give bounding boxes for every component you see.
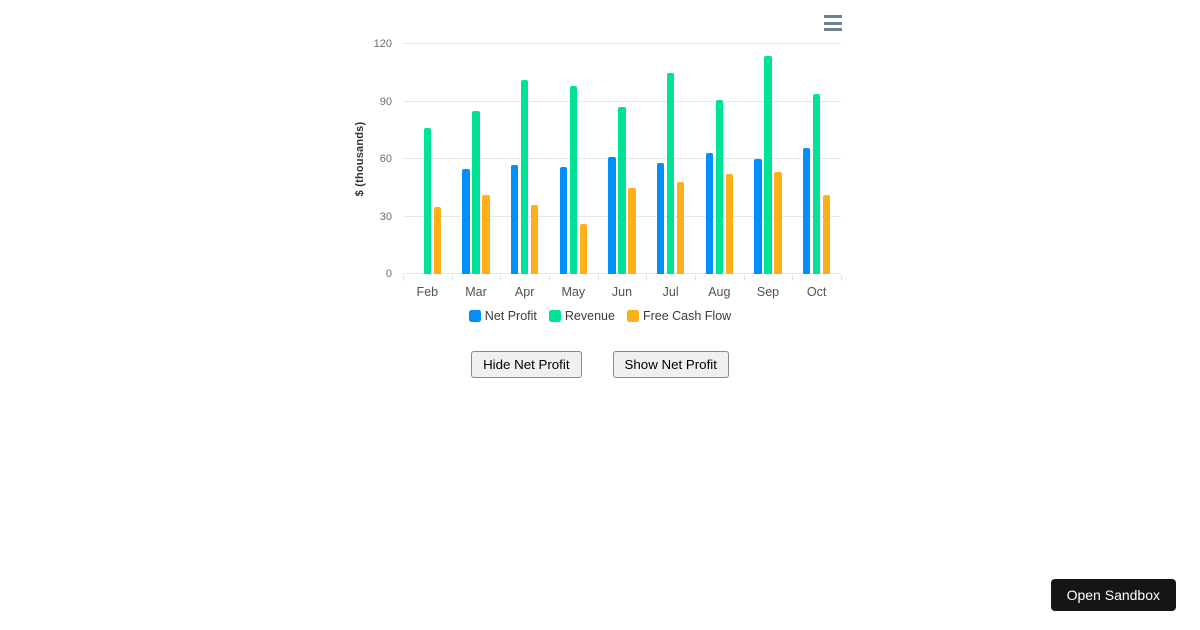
x-axis-tick	[403, 275, 404, 281]
bar-free-cash-flow-jul[interactable]	[676, 182, 685, 274]
bar-group-apr	[500, 44, 549, 274]
bar-net-profit-apr[interactable]	[510, 164, 519, 274]
x-axis-tick	[695, 275, 696, 281]
x-label-jul: Jul	[662, 285, 679, 299]
bar-net-profit-may[interactable]	[559, 166, 568, 274]
x-label-jun: Jun	[611, 285, 633, 299]
legend-marker-icon	[468, 310, 481, 322]
x-label-aug: Aug	[708, 285, 731, 299]
bar-revenue-aug[interactable]	[715, 99, 724, 274]
column-chart: $ (thousands) 0 30 60 90 120 Feb Mar Apr May Jun…	[350, 8, 850, 330]
bar-free-cash-flow-mar[interactable]	[482, 195, 490, 274]
legend-item-revenue[interactable]: Revenue	[548, 309, 615, 323]
bar-group-may	[549, 44, 598, 274]
y-tick-label: 0	[385, 268, 392, 280]
bar-group-jul	[646, 44, 695, 274]
legend-marker-icon	[626, 310, 639, 322]
bar-revenue-jul[interactable]	[666, 72, 675, 274]
gridline	[403, 43, 841, 44]
bar-revenue-mar[interactable]	[472, 111, 480, 274]
bar-free-cash-flow-aug[interactable]	[725, 174, 734, 274]
bar-group-jun	[598, 44, 647, 274]
bar-free-cash-flow-sep[interactable]	[774, 172, 782, 274]
show-net-profit-button[interactable]: Show Net Profit	[612, 351, 729, 378]
legend-item-free-cash-flow[interactable]: Free Cash Flow	[626, 309, 732, 323]
x-axis-tick	[743, 275, 745, 281]
bar-revenue-sep[interactable]	[764, 55, 772, 274]
bar-revenue-apr[interactable]	[520, 80, 529, 274]
x-label-sep: Sep	[756, 285, 780, 299]
x-axis-labels: Feb Mar Apr May Jun Jul Aug Sep Oct	[403, 285, 841, 301]
bar-net-profit-aug[interactable]	[705, 153, 714, 274]
bar-net-profit-oct[interactable]	[802, 147, 811, 274]
legend-label: Net Profit	[484, 309, 537, 323]
bar-revenue-feb[interactable]	[423, 128, 432, 274]
y-tick-label: 120	[373, 38, 392, 50]
gridline	[403, 100, 841, 102]
bar-net-profit-jun[interactable]	[608, 157, 616, 274]
x-label-feb: Feb	[416, 285, 439, 299]
legend-item-net-profit[interactable]: Net Profit	[468, 309, 537, 323]
bar-group-aug	[695, 44, 744, 274]
bar-revenue-jun[interactable]	[618, 107, 626, 274]
bar-free-cash-flow-feb[interactable]	[433, 206, 442, 274]
y-axis-title: $ (thousands)	[354, 121, 366, 197]
y-tick-label: 30	[379, 210, 392, 223]
x-label-apr: Apr	[514, 285, 535, 299]
x-axis-tick	[646, 275, 648, 281]
open-sandbox-button[interactable]: Open Sandbox	[1050, 579, 1176, 611]
bar-net-profit-mar[interactable]	[462, 168, 470, 274]
x-label-may: May	[561, 285, 586, 299]
legend: Net Profit Revenue Free Cash Flow	[350, 309, 850, 323]
x-label-mar: Mar	[465, 285, 487, 299]
legend-label: Free Cash Flow	[642, 309, 732, 323]
menu-line	[824, 15, 842, 18]
x-axis-tick	[841, 275, 842, 281]
x-label-oct: Oct	[806, 285, 827, 299]
bar-net-profit-jul[interactable]	[656, 162, 665, 274]
y-tick-label: 60	[379, 153, 392, 165]
bar-group-mar	[452, 44, 501, 274]
plot-area: 0 30 60 90 120	[374, 38, 842, 281]
bar-free-cash-flow-jun[interactable]	[628, 187, 636, 274]
x-axis-tick	[792, 275, 794, 281]
menu-line	[824, 28, 842, 31]
menu-line	[824, 21, 842, 25]
legend-marker-icon	[548, 310, 561, 322]
x-axis-tick	[451, 275, 453, 281]
legend-label: Revenue	[564, 309, 615, 323]
chart-menu-icon[interactable]	[824, 13, 842, 33]
y-tick-label: 90	[379, 95, 392, 108]
bar-net-profit-sep[interactable]	[754, 159, 762, 274]
x-axis-tick	[500, 275, 502, 281]
bar-free-cash-flow-may[interactable]	[579, 224, 588, 274]
bar-group-feb	[403, 44, 452, 274]
hide-net-profit-button[interactable]: Hide Net Profit	[471, 351, 582, 378]
bar-revenue-may[interactable]	[569, 86, 578, 274]
bar-revenue-oct[interactable]	[812, 93, 821, 274]
bar-free-cash-flow-oct[interactable]	[822, 195, 831, 274]
bar-free-cash-flow-apr[interactable]	[530, 205, 539, 274]
chart-controls: Hide Net Profit Show Net Profit	[0, 351, 1200, 378]
x-axis-tick	[597, 275, 599, 281]
bar-group-oct	[792, 44, 841, 274]
bar-group-sep	[744, 44, 793, 274]
x-axis-tick	[549, 275, 550, 281]
